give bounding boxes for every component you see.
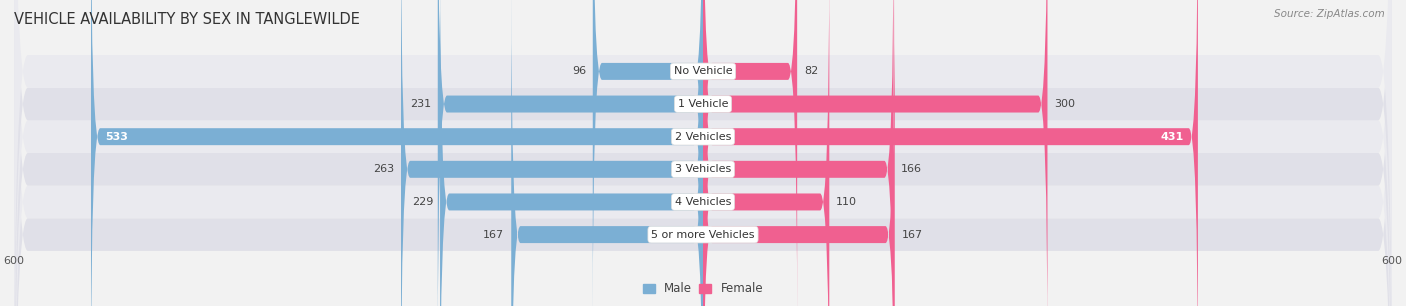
FancyBboxPatch shape xyxy=(703,0,1198,306)
Text: 3 Vehicles: 3 Vehicles xyxy=(675,164,731,174)
Text: 2 Vehicles: 2 Vehicles xyxy=(675,132,731,142)
Text: 533: 533 xyxy=(105,132,128,142)
Text: 96: 96 xyxy=(572,66,586,76)
Text: 167: 167 xyxy=(484,230,505,240)
Text: 110: 110 xyxy=(837,197,858,207)
FancyBboxPatch shape xyxy=(14,0,1392,306)
FancyBboxPatch shape xyxy=(91,0,703,306)
Text: 4 Vehicles: 4 Vehicles xyxy=(675,197,731,207)
FancyBboxPatch shape xyxy=(703,0,894,306)
Text: VEHICLE AVAILABILITY BY SEX IN TANGLEWILDE: VEHICLE AVAILABILITY BY SEX IN TANGLEWIL… xyxy=(14,12,360,27)
Text: 82: 82 xyxy=(804,66,818,76)
Text: Source: ZipAtlas.com: Source: ZipAtlas.com xyxy=(1274,9,1385,19)
FancyBboxPatch shape xyxy=(14,0,1392,306)
Legend: Male, Female: Male, Female xyxy=(638,278,768,300)
FancyBboxPatch shape xyxy=(14,0,1392,306)
FancyBboxPatch shape xyxy=(14,0,1392,306)
FancyBboxPatch shape xyxy=(703,0,830,306)
Text: 166: 166 xyxy=(900,164,921,174)
FancyBboxPatch shape xyxy=(401,0,703,306)
FancyBboxPatch shape xyxy=(14,0,1392,306)
FancyBboxPatch shape xyxy=(703,0,797,306)
Text: 5 or more Vehicles: 5 or more Vehicles xyxy=(651,230,755,240)
Text: 231: 231 xyxy=(409,99,430,109)
FancyBboxPatch shape xyxy=(703,0,894,306)
FancyBboxPatch shape xyxy=(593,0,703,306)
Text: 229: 229 xyxy=(412,197,433,207)
Text: 431: 431 xyxy=(1161,132,1184,142)
FancyBboxPatch shape xyxy=(437,0,703,306)
FancyBboxPatch shape xyxy=(512,0,703,306)
Text: No Vehicle: No Vehicle xyxy=(673,66,733,76)
FancyBboxPatch shape xyxy=(14,0,1392,306)
Text: 1 Vehicle: 1 Vehicle xyxy=(678,99,728,109)
Text: 263: 263 xyxy=(373,164,394,174)
Text: 300: 300 xyxy=(1054,99,1076,109)
FancyBboxPatch shape xyxy=(703,0,1047,306)
FancyBboxPatch shape xyxy=(440,0,703,306)
Text: 167: 167 xyxy=(901,230,922,240)
